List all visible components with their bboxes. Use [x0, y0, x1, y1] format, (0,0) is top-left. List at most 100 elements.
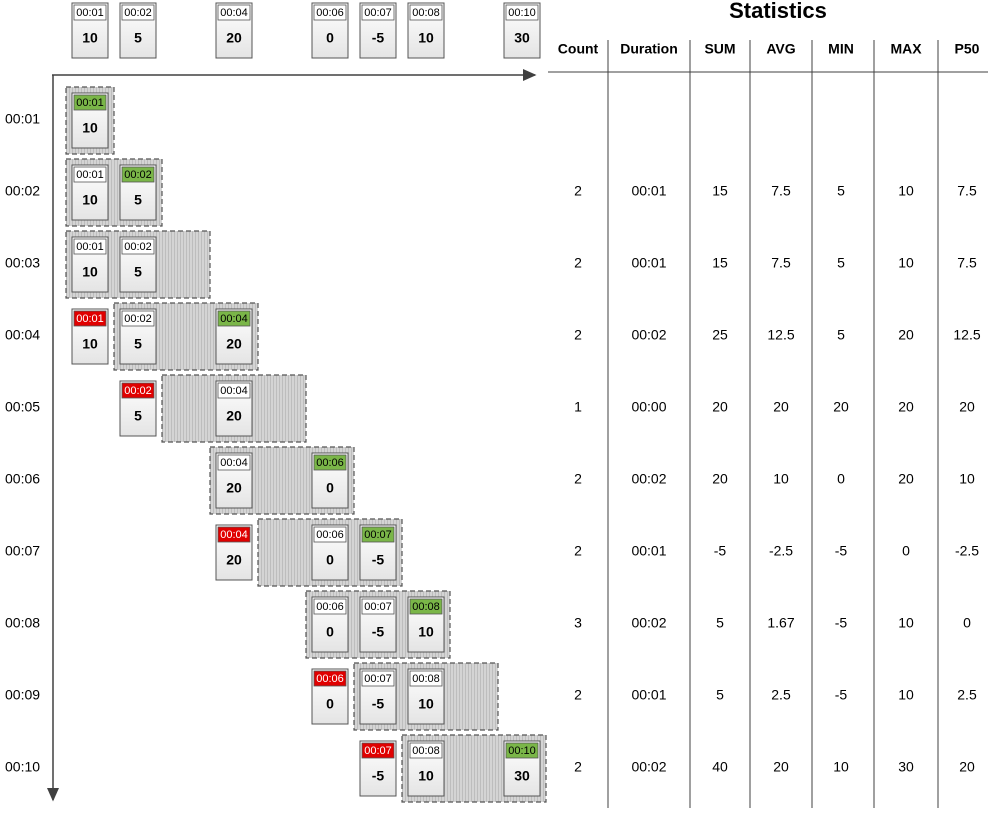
event-box: 00:01 10	[71, 236, 109, 293]
box-header	[313, 526, 347, 543]
box-header	[409, 4, 443, 21]
box-header	[505, 742, 539, 759]
stat-cell: 00:01	[631, 543, 666, 559]
box-header	[313, 454, 347, 471]
event-value: 20	[226, 408, 242, 424]
row-time: 00:02	[5, 183, 40, 199]
event-time: 00:08	[412, 7, 440, 19]
stat-cell: 20	[898, 471, 914, 487]
box-header	[73, 166, 107, 183]
event-box: 00:04 20	[215, 308, 253, 365]
stat-cell: 2	[574, 543, 582, 559]
stat-cell: 10	[833, 759, 849, 775]
stat-cell: 20	[712, 399, 728, 415]
event-value: -5	[372, 696, 385, 712]
stat-cell: 2.5	[957, 687, 977, 703]
event-box: 00:04 20	[215, 2, 253, 59]
stat-cell: 10	[898, 687, 914, 703]
event-time: 00:06	[316, 601, 344, 613]
box-header	[409, 670, 443, 687]
stat-cell: 00:02	[631, 327, 666, 343]
stat-cell: 5	[837, 255, 845, 271]
stat-cell: 20	[959, 399, 975, 415]
box-header	[505, 4, 539, 21]
table-lines	[607, 40, 939, 808]
stat-cell: 2	[574, 471, 582, 487]
event-box: 00:07 -5	[359, 668, 397, 725]
stat-cell: 0	[963, 615, 971, 631]
event-value: 10	[418, 30, 434, 46]
event-value: 5	[134, 192, 142, 208]
stat-cell: 15	[712, 255, 728, 271]
stat-cell: 40	[712, 759, 728, 775]
event-box: 00:06 0	[311, 2, 349, 59]
stat-cell: 00:01	[631, 687, 666, 703]
event-box: 00:06 0	[311, 596, 349, 653]
stat-cell: 00:00	[631, 399, 666, 415]
event-box: 00:08 10	[407, 596, 445, 653]
stat-cell: 10	[898, 255, 914, 271]
event-box: 00:04 20	[215, 452, 253, 509]
event-value: 5	[134, 336, 142, 352]
event-value: 20	[226, 480, 242, 496]
stat-cell: 20	[833, 399, 849, 415]
event-time: 00:07	[364, 7, 392, 19]
stat-cell: 7.5	[957, 255, 977, 271]
stat-cell: 12.5	[767, 327, 794, 343]
row-time: 00:10	[5, 759, 40, 775]
stat-cell: 25	[712, 327, 728, 343]
event-time: 00:02	[124, 241, 152, 253]
event-box: 00:08 10	[407, 740, 445, 797]
stat-cell: 5	[716, 687, 724, 703]
event-box: 00:10 30	[503, 2, 541, 59]
stat-cell: -5	[835, 615, 848, 631]
box-header	[73, 94, 107, 111]
stat-cell: 5	[837, 327, 845, 343]
row-time: 00:06	[5, 471, 40, 487]
event-value: 10	[418, 696, 434, 712]
event-value: 10	[418, 768, 434, 784]
event-time: 00:10	[508, 7, 536, 19]
stat-cell: 2	[574, 759, 582, 775]
stat-cell: 20	[712, 471, 728, 487]
row-time: 00:05	[5, 399, 40, 415]
event-time: 00:10	[508, 745, 536, 757]
column-header: Count	[558, 41, 599, 57]
stat-cell: 20	[773, 399, 789, 415]
box-header	[121, 382, 155, 399]
event-time: 00:02	[124, 7, 152, 19]
box-header	[313, 670, 347, 687]
event-value: 5	[134, 264, 142, 280]
event-time: 00:07	[364, 745, 392, 757]
box-header	[121, 238, 155, 255]
column-header: MAX	[890, 41, 922, 57]
event-time: 00:04	[220, 457, 248, 469]
row-time: 00:03	[5, 255, 40, 271]
stat-cell: 10	[773, 471, 789, 487]
box-header	[121, 310, 155, 327]
event-time: 00:01	[76, 313, 104, 325]
event-value: 10	[82, 336, 98, 352]
box-header	[121, 166, 155, 183]
event-value: 10	[82, 192, 98, 208]
row-time: 00:07	[5, 543, 40, 559]
row-time: 00:01	[5, 111, 40, 127]
event-box: 00:01 10	[71, 2, 109, 59]
event-box: 00:06 0	[311, 668, 349, 725]
box-header	[361, 742, 395, 759]
stat-cell: -5	[714, 543, 727, 559]
event-value: -5	[372, 768, 385, 784]
stat-cell: -5	[835, 543, 848, 559]
box-header	[313, 598, 347, 615]
box-header	[121, 4, 155, 21]
event-box: 00:02 5	[119, 236, 157, 293]
event-box: 00:01 10	[71, 92, 109, 149]
column-header: P50	[955, 41, 980, 57]
box-header	[409, 598, 443, 615]
event-time: 00:01	[76, 169, 104, 181]
event-box: 00:07 -5	[359, 2, 397, 59]
event-box: 00:08 10	[407, 2, 445, 59]
event-value: 20	[226, 552, 242, 568]
event-time: 00:01	[76, 7, 104, 19]
